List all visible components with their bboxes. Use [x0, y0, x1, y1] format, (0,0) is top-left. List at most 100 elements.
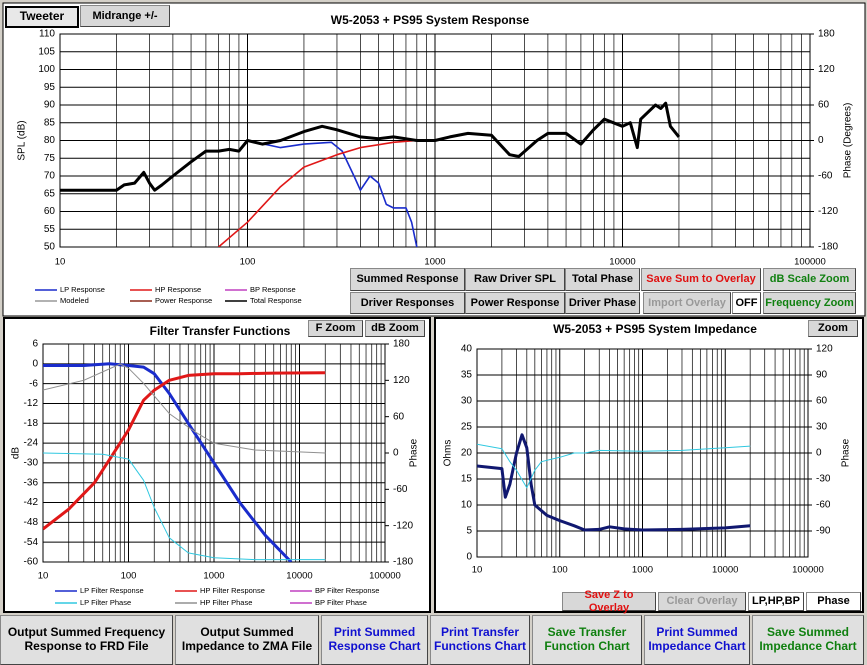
x-tick-label: 1000: [424, 257, 445, 268]
button[interactable]: Raw Driver SPL: [465, 268, 565, 291]
y-tick-label: 105: [38, 46, 55, 57]
y2-tick-label: -30: [816, 474, 831, 485]
x-tick-label: 10000: [286, 571, 312, 582]
y2-tick-label: -60: [816, 500, 831, 511]
plot-frame: [476, 348, 809, 558]
button[interactable]: dB Scale Zoom: [763, 268, 856, 291]
button[interactable]: F Zoom: [308, 320, 363, 337]
y-tick-label: 80: [44, 135, 56, 146]
y2-tick-label: 180: [818, 29, 835, 40]
y2-tick-label: 0: [818, 135, 824, 146]
y-tick-label: 20: [461, 448, 473, 459]
legend-label: Modeled: [60, 296, 89, 305]
legend-label: BP Filter Phase: [315, 598, 367, 607]
button[interactable]: Total Phase: [565, 268, 640, 291]
button[interactable]: Save Summed Impedance Chart: [752, 615, 864, 665]
button[interactable]: Print Summed Response Chart: [321, 615, 428, 665]
y-tick-label: -24: [24, 438, 39, 449]
y-tick-label: -42: [24, 497, 39, 508]
button[interactable]: Save Sum to Overlay: [641, 268, 761, 291]
button[interactable]: Driver Phase: [565, 292, 640, 314]
y-tick-label: 25: [461, 422, 473, 433]
y-tick-label: 10: [461, 500, 473, 511]
y-tick-label: -60: [24, 557, 39, 568]
y2-tick-label: 120: [818, 64, 835, 75]
y-tick-label: -6: [29, 378, 38, 389]
y2-tick-label: 0: [816, 448, 822, 459]
y-tick-label: 110: [39, 29, 55, 40]
y2-tick-label: 30: [816, 422, 828, 433]
series-line: [477, 433, 751, 532]
x-tick-label: 100: [121, 571, 137, 582]
y2-axis-label: Phase (Degrees): [843, 103, 854, 179]
y2-tick-label: -120: [818, 206, 838, 217]
y-tick-label: 85: [44, 117, 56, 128]
series-line: [43, 363, 326, 454]
button[interactable]: Frequency Zoom: [763, 292, 856, 314]
y-tick-label: -48: [24, 517, 39, 528]
y2-tick-label: -180: [818, 242, 838, 253]
button[interactable]: Power Response: [465, 292, 565, 314]
y-tick-label: -30: [24, 458, 39, 469]
y-tick-label: 75: [44, 153, 56, 164]
button[interactable]: Print Summed Impedance Chart: [644, 615, 750, 665]
y2-tick-label: 90: [816, 370, 828, 381]
legend-label: HP Response: [155, 285, 201, 294]
impedance-panel: [434, 317, 864, 613]
y-tick-label: 35: [461, 370, 473, 381]
button[interactable]: Save Z to Overlay: [562, 589, 656, 614]
y2-tick-label: -120: [393, 520, 413, 531]
y-tick-label: 90: [44, 100, 56, 111]
x-tick-label: 100: [240, 257, 256, 268]
legend-label: LP Filter Response: [80, 586, 144, 595]
legend-label: BP Filter Response: [315, 586, 379, 595]
legend-label: LP Filter Phase: [80, 598, 131, 607]
y2-tick-label: 0: [393, 448, 399, 459]
button[interactable]: Import Overlay: [643, 292, 731, 314]
button[interactable]: Save Transfer Function Chart: [532, 615, 642, 665]
x-tick-label: 10000: [712, 565, 738, 576]
y-tick-label: 55: [44, 224, 56, 235]
chart-title: Filter Transfer Functions: [150, 324, 291, 338]
plot-frame: [59, 33, 811, 248]
button[interactable]: Print Transfer Functions Chart: [430, 615, 530, 665]
button[interactable]: OFF: [732, 292, 761, 314]
y2-tick-label: -90: [816, 526, 831, 537]
x-tick-label: 100000: [369, 571, 401, 582]
y2-tick-label: 60: [393, 411, 405, 422]
x-tick-label: 10: [472, 565, 483, 576]
button[interactable]: Phase: [806, 592, 861, 611]
button[interactable]: LP,HP,BP: [748, 592, 804, 611]
series-line: [217, 139, 417, 247]
y-tick-label: 5: [466, 526, 472, 537]
button[interactable]: Output Summed Frequency Response to FRD …: [0, 615, 173, 665]
button[interactable]: Zoom: [808, 320, 858, 337]
legend-label: BP Response: [250, 285, 296, 294]
series-line: [60, 101, 681, 192]
button[interactable]: Summed Response: [350, 268, 465, 291]
legend-label: HP Filter Phase: [200, 598, 252, 607]
x-tick-label: 100000: [794, 257, 826, 268]
y-tick-label: 15: [461, 474, 473, 485]
tab[interactable]: Tweeter: [5, 6, 79, 28]
y2-axis-label: Phase: [841, 438, 852, 467]
series-line: [43, 452, 326, 561]
y-axis-label: dB: [11, 447, 22, 460]
y-tick-label: 30: [461, 396, 473, 407]
y-tick-label: 50: [44, 242, 56, 253]
y2-tick-label: 120: [393, 375, 410, 386]
button[interactable]: Output Summed Impedance to ZMA File: [175, 615, 319, 665]
button[interactable]: Driver Responses: [350, 292, 465, 314]
legend-label: LP Response: [60, 285, 105, 294]
tab[interactable]: Midrange +/-: [80, 5, 170, 27]
y-tick-label: -54: [24, 537, 39, 548]
x-tick-label: 100: [552, 565, 568, 576]
button[interactable]: Clear Overlay: [658, 592, 746, 611]
y-tick-label: 65: [44, 188, 56, 199]
chart-title: W5-2053 + PS95 System Impedance: [553, 322, 757, 336]
button[interactable]: dB Zoom: [365, 320, 425, 337]
y2-tick-label: 120: [816, 344, 833, 355]
y2-tick-label: -60: [393, 484, 408, 495]
x-tick-label: 10: [55, 257, 66, 268]
